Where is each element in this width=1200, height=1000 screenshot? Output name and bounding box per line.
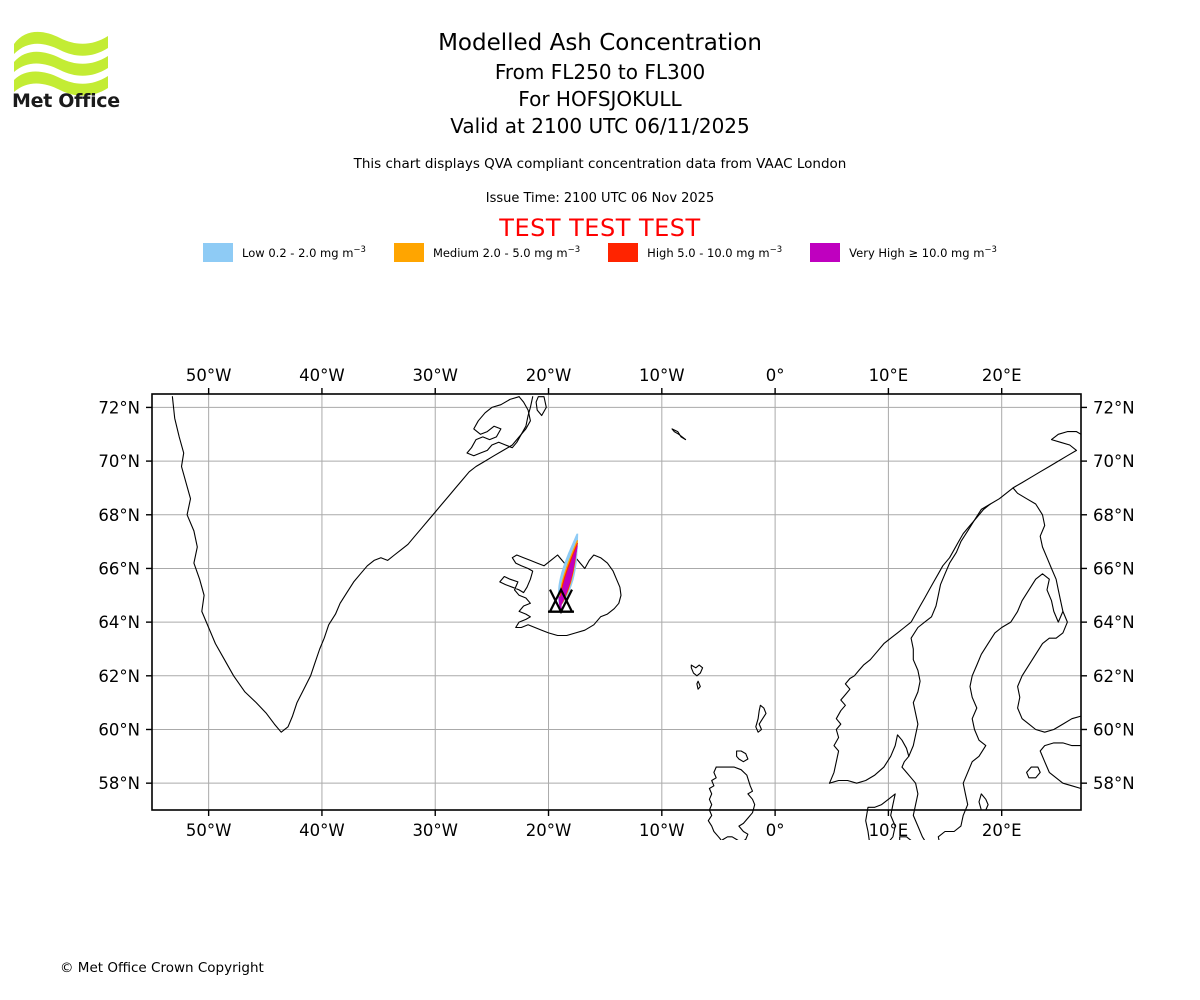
plot-frame: [151, 393, 1082, 811]
legend-item-very-high: Very High ≥ 10.0 mg m−3: [810, 243, 997, 262]
lon-tick-bottom: 10°E: [869, 821, 909, 840]
legend-swatch-low: [203, 243, 234, 262]
lon-tick-bottom: 0°: [766, 821, 785, 840]
legend-label-high: High 5.0 - 10.0 mg m−3: [647, 245, 783, 260]
lon-tick-top: 50°W: [186, 366, 232, 385]
lat-tick-left: 66°N: [98, 559, 140, 578]
axis-labels: 50°W 50°W 40°W 40°W 30°W 30°W 20°W 20°W 10°W 10°W…: [98, 366, 1134, 840]
map-canvas: 50°W 50°W 40°W 40°W 30°W 30°W 20°W 20°W 10°W 10°W…: [98, 366, 1135, 840]
lon-tick-top: 20°W: [526, 366, 572, 385]
lon-tick-top: 20°E: [982, 366, 1022, 385]
plot-background: [152, 394, 1081, 810]
lat-tick-right: 66°N: [1093, 559, 1135, 578]
legend-item-low: Low 0.2 - 2.0 mg m−3: [203, 243, 366, 262]
coastline-shetland: [755, 704, 767, 733]
lat-tick-left: 72°N: [98, 398, 140, 417]
coastline-greenland-isl: [535, 396, 547, 417]
lon-tick-bottom: 10°W: [639, 821, 685, 840]
coastline-finland: [1012, 487, 1062, 602]
legend-item-high: High 5.0 - 10.0 mg m−3: [608, 243, 782, 262]
coastline-baltic-isl: [1026, 766, 1041, 779]
coastline-scotland: [715, 766, 756, 840]
plume-contour-very-high: [560, 545, 578, 606]
coastline-norway: [828, 431, 1082, 784]
concentration-legend: Low 0.2 - 2.0 mg m−3 Medium 2.0 - 5.0 mg…: [0, 243, 1200, 262]
volcano-triangle-icon: [547, 587, 574, 615]
legend-item-medium: Medium 2.0 - 5.0 mg m−3: [393, 243, 581, 262]
lat-tick-left: 60°N: [98, 720, 140, 739]
volcano-name-subtitle: For HOFSJOKULL: [518, 87, 682, 111]
lat-tick-right: 64°N: [1093, 613, 1135, 632]
coastline-denmark-isl: [899, 836, 912, 840]
chart-title-block: Modelled Ash Concentration From FL250 to…: [0, 28, 1200, 140]
coastline-denmark: [865, 793, 896, 840]
coastline-iceland: [499, 554, 622, 637]
coastline-orkney: [736, 750, 749, 763]
axis-ticks: [146, 388, 1087, 816]
lon-tick-bottom: 20°W: [526, 821, 572, 840]
flight-level-subtitle: From FL250 to FL300: [494, 60, 706, 84]
coastline-swe-norbord: [908, 503, 991, 757]
page-title: Modelled Ash Concentration: [438, 30, 762, 56]
valid-time-subtitle: Valid at 2100 UTC 06/11/2025: [450, 114, 750, 138]
lon-tick-bottom: 30°W: [412, 821, 458, 840]
graticule-gridlines: [152, 394, 1081, 810]
coastline-sweden-e: [901, 573, 1064, 840]
copyright-notice: © Met Office Crown Copyright: [60, 960, 264, 976]
coastlines: [171, 396, 1082, 840]
volcano-marker: [547, 587, 574, 615]
legend-label-low: Low 0.2 - 2.0 mg m−3: [242, 245, 366, 260]
lon-tick-top: 40°W: [299, 366, 345, 385]
met-office-wave-logo: [14, 31, 108, 96]
coastline-finland-s: [1017, 610, 1082, 733]
lat-tick-right: 62°N: [1093, 667, 1135, 686]
lat-tick-right: 60°N: [1093, 720, 1135, 739]
legend-swatch-medium: [393, 243, 424, 262]
coastline-scotland-w: [707, 766, 722, 840]
lon-tick-bottom: 20°E: [982, 821, 1022, 840]
lat-tick-right: 68°N: [1093, 506, 1135, 525]
lon-tick-bottom: 40°W: [299, 821, 345, 840]
coastline-faroe: [690, 664, 704, 677]
coastline-faroe2: [696, 680, 701, 690]
ash-concentration-map: 50°W 50°W 40°W 40°W 30°W 30°W 20°W 20°W 10°W 10°W…: [0, 360, 1200, 840]
issue-time: Issue Time: 2100 UTC 06 Nov 2025: [485, 191, 715, 206]
met-office-wordmark: Met Office: [12, 90, 120, 112]
legend-label-very-high: Very High ≥ 10.0 mg m−3: [849, 245, 997, 260]
legend-label-medium: Medium 2.0 - 5.0 mg m−3: [432, 245, 581, 260]
lon-tick-top: 10°W: [639, 366, 685, 385]
lon-tick-top: 10°E: [869, 366, 909, 385]
lat-tick-left: 70°N: [98, 452, 140, 471]
met-office-logo: [12, 24, 122, 114]
lon-tick-bottom: 50°W: [186, 821, 232, 840]
lat-tick-left: 64°N: [98, 613, 140, 632]
lon-tick-top: 30°W: [412, 366, 458, 385]
lat-tick-left: 68°N: [98, 506, 140, 525]
lon-tick-top: 0°: [766, 366, 785, 385]
legend-swatch-high: [608, 243, 639, 262]
coastline-greenland-ne: [466, 396, 534, 457]
coastline-janmayen: [671, 428, 687, 441]
test-banner: TEST TEST TEST: [499, 214, 701, 242]
coastline-estonia: [1039, 742, 1082, 790]
lat-tick-right: 72°N: [1093, 398, 1135, 417]
lat-tick-left: 58°N: [98, 774, 140, 793]
ash-plume: [557, 533, 579, 612]
lat-tick-left: 62°N: [98, 667, 140, 686]
legend-swatch-very-high: [810, 243, 841, 262]
lat-tick-right: 70°N: [1093, 452, 1135, 471]
lat-tick-right: 58°N: [1093, 774, 1135, 793]
coastline-greenland: [171, 396, 531, 733]
qva-disclaimer: This chart displays QVA compliant concen…: [353, 156, 847, 172]
coastline-norway-in: [828, 734, 910, 784]
